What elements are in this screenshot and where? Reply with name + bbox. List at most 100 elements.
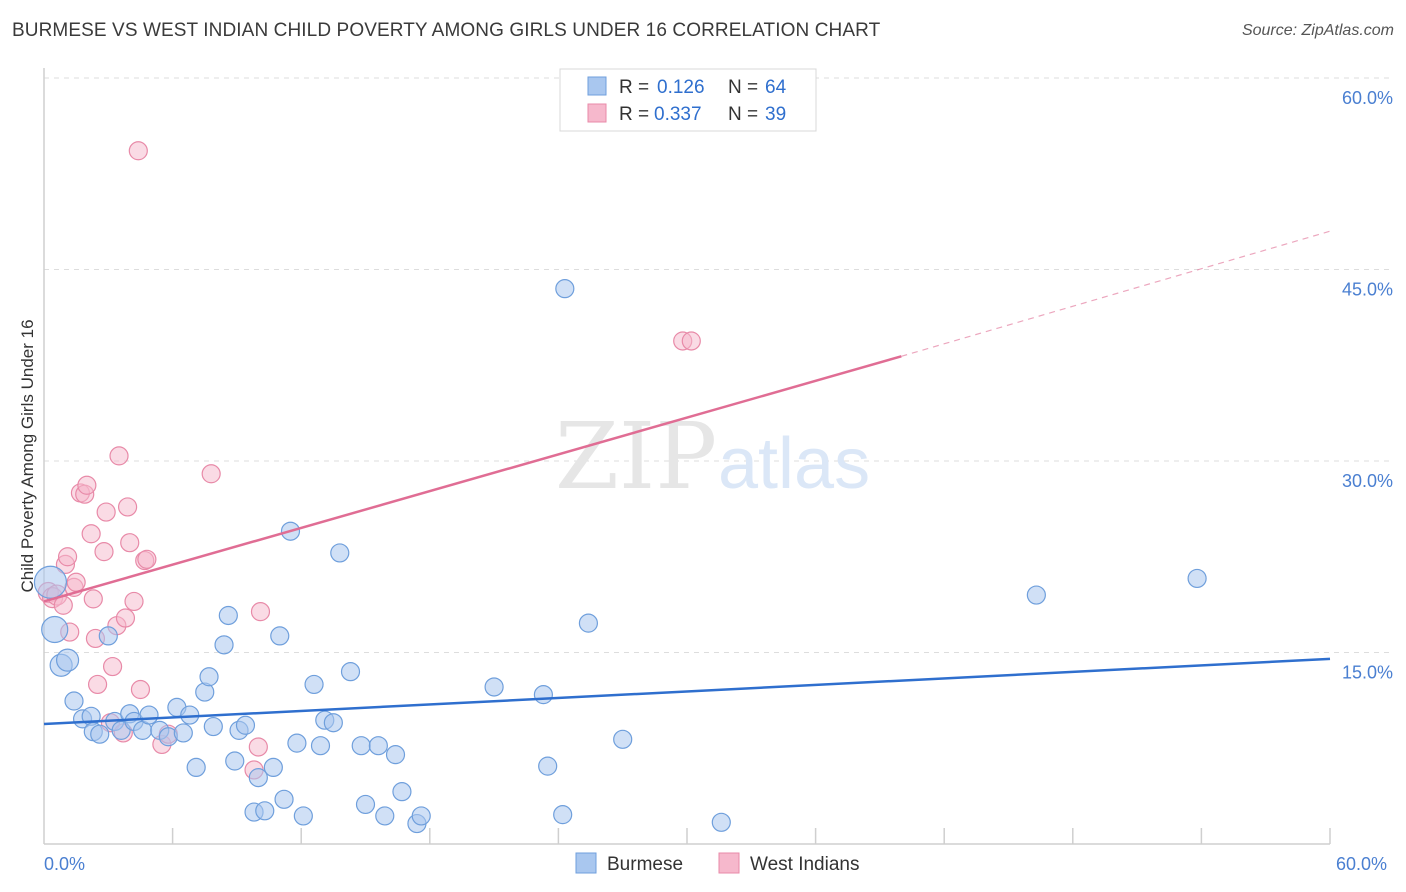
burmese-point [392, 782, 412, 802]
watermark-zip: ZIP [555, 403, 717, 510]
burmese-point [555, 279, 575, 299]
burmese-point [355, 794, 376, 815]
burmese-point [538, 756, 558, 776]
y-axis-label: Child Poverty Among Girls Under 16 [18, 319, 37, 592]
burmese-point [255, 801, 275, 821]
burmese-point [368, 736, 388, 756]
west-indians-point [81, 524, 101, 544]
west-indians-point [102, 656, 123, 677]
burmese-points [33, 279, 1207, 834]
burmese-point [1187, 568, 1207, 589]
burmese-point [225, 751, 245, 771]
y-tick-label: 15.0% [1342, 663, 1393, 683]
x-tick-labels: 0.0% 60.0% [44, 854, 1387, 874]
burmese-point [293, 806, 313, 826]
burmese-point [218, 605, 238, 626]
burmese-point [64, 691, 84, 711]
watermark-atlas: atlas [718, 424, 870, 504]
burmese-point [287, 733, 307, 753]
burmese-point [340, 662, 361, 682]
legend-west-n-label: N = [728, 104, 758, 125]
west-indians-point [77, 475, 97, 495]
burmese-point [274, 789, 294, 809]
burmese-point [235, 715, 256, 735]
burmese-point [139, 705, 159, 725]
burmese-point [533, 685, 553, 705]
west-indians-point [137, 549, 157, 569]
burmese-point [41, 615, 69, 644]
legend-west-n-value: 39 [765, 104, 786, 125]
burmese-point [1026, 585, 1046, 605]
source-label: Source: ZipAtlas.com [1241, 22, 1394, 39]
west-indians-point [87, 674, 108, 695]
west-indians-point [83, 589, 103, 609]
west-indians-point [130, 679, 151, 700]
legend-west-r-label: R = [619, 104, 649, 125]
legend-burmese-r-label: R = [619, 77, 649, 98]
west-indians-point [248, 737, 268, 757]
bottom-legend-burmese-label: Burmese [607, 854, 683, 875]
bottom-legend: Burmese West Indians [575, 852, 859, 875]
west-indians-point [120, 533, 140, 553]
burmese-point [263, 757, 283, 778]
legend-burmese-n-value: 64 [765, 77, 787, 98]
burmese-point [375, 806, 395, 826]
burmese-point [330, 543, 350, 563]
y-tick-label: 45.0% [1342, 280, 1393, 300]
bottom-legend-burmese-swatch [575, 852, 597, 874]
west-indians-point [109, 446, 129, 466]
burmese-point [173, 723, 193, 743]
chart-title: BURMESE VS WEST INDIAN CHILD POVERTY AMO… [12, 20, 881, 41]
west-indians-point [201, 464, 221, 484]
burmese-point [711, 812, 731, 832]
legend-box: R = 0.126 N = 64 R = 0.337 N = 39 [559, 68, 817, 132]
legend-west-swatch [587, 103, 607, 123]
legend-burmese-r-value: 0.126 [657, 77, 705, 98]
burmese-point [310, 736, 331, 756]
west-indians-point [94, 542, 114, 562]
burmese-point [33, 565, 68, 599]
west-indians-point [96, 502, 116, 522]
burmese-point [203, 716, 223, 737]
burmese-point [385, 745, 406, 765]
burmese-point [199, 667, 219, 687]
legend-burmese-swatch [587, 76, 607, 96]
burmese-point [613, 729, 633, 749]
legend-west-r-value: 0.337 [654, 104, 702, 125]
burmese-point [90, 724, 110, 744]
west-indians-point [66, 572, 86, 592]
y-tick-labels: 15.0% 30.0% 45.0% 60.0% [1342, 88, 1393, 683]
bottom-legend-west-label: West Indians [750, 854, 859, 875]
burmese-point [411, 806, 431, 826]
burmese-point [186, 757, 206, 778]
west-indians-point [124, 591, 144, 612]
grid-lines [44, 77, 1394, 653]
west-indians-point [117, 497, 138, 517]
burmese-point [248, 768, 268, 788]
x-tick-label-min: 0.0% [44, 854, 85, 874]
west-indians-point [128, 141, 148, 161]
legend-burmese-n-label: N = [728, 77, 758, 98]
burmese-point [270, 626, 290, 646]
burmese-point [323, 713, 343, 733]
y-tick-label: 30.0% [1342, 471, 1393, 491]
west-indians-point [681, 331, 701, 351]
y-tick-label: 60.0% [1342, 88, 1393, 108]
west-indians-point [115, 608, 136, 628]
west-indians-trend-line [43, 355, 902, 603]
burmese-trend-line [43, 657, 1331, 726]
burmese-point [98, 626, 118, 646]
bottom-legend-west-swatch [718, 852, 740, 874]
trend-lines [43, 230, 1331, 726]
burmese-point [351, 736, 371, 756]
burmese-point [55, 648, 80, 672]
burmese-point [553, 805, 573, 825]
x-tick-label-max: 60.0% [1336, 854, 1387, 874]
burmese-point [484, 677, 504, 697]
west-indians-point [57, 547, 78, 567]
burmese-point [304, 674, 324, 695]
burmese-point [578, 613, 599, 633]
west-indians-trend-extension [901, 230, 1331, 357]
burmese-point [214, 635, 234, 655]
